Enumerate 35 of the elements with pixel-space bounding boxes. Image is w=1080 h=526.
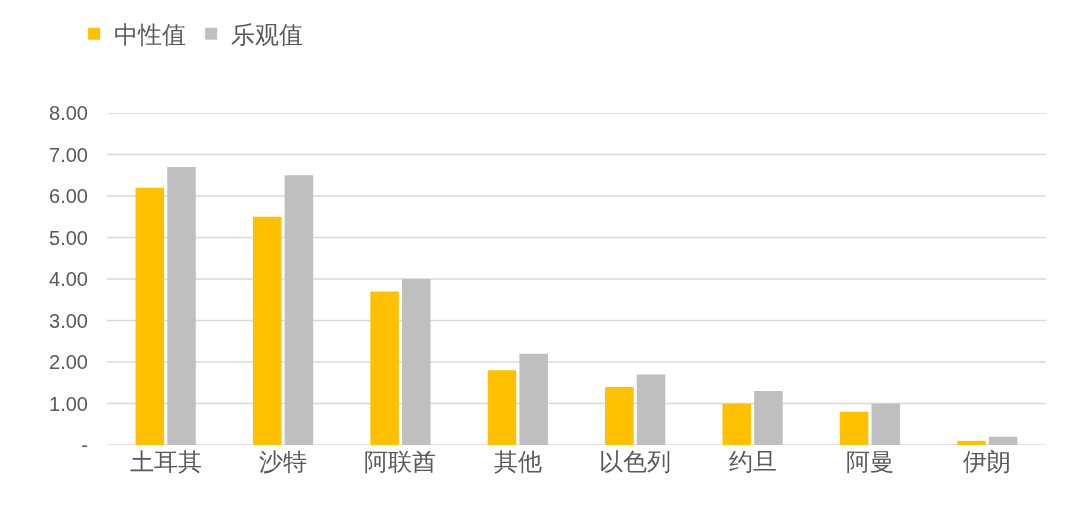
bar bbox=[135, 187, 165, 445]
bar bbox=[605, 386, 634, 445]
bar bbox=[722, 403, 751, 445]
bar bbox=[957, 440, 986, 445]
x-tick-label: 阿联酋 bbox=[364, 448, 437, 475]
legend-label: 中性值 bbox=[114, 21, 187, 49]
x-tick-label: 其他 bbox=[493, 448, 542, 475]
bar bbox=[284, 175, 314, 445]
y-tick-label: 7.00 bbox=[49, 143, 88, 166]
bar bbox=[871, 403, 901, 445]
y-tick-label: 1.00 bbox=[49, 392, 88, 415]
x-tick-label: 以色列 bbox=[599, 448, 672, 475]
y-tick-label: - bbox=[81, 434, 88, 456]
bar bbox=[167, 166, 196, 445]
x-tick-label: 伊朗 bbox=[963, 448, 1012, 475]
y-tick-label: 4.00 bbox=[49, 268, 88, 290]
x-tick-label: 约旦 bbox=[728, 448, 777, 475]
legend-label: 乐观值 bbox=[231, 21, 304, 49]
bar bbox=[252, 216, 282, 445]
bar bbox=[519, 353, 548, 445]
bar bbox=[487, 370, 517, 445]
bar bbox=[370, 291, 399, 445]
y-tick-label: 8.00 bbox=[49, 102, 88, 124]
y-tick-label: 2.00 bbox=[49, 351, 88, 373]
bar bbox=[988, 436, 1018, 445]
y-tick-label: 6.00 bbox=[49, 185, 88, 207]
x-tick-label: 土耳其 bbox=[129, 448, 202, 475]
bar bbox=[754, 391, 783, 445]
bar bbox=[636, 374, 666, 445]
bar bbox=[402, 279, 431, 445]
x-tick-label: 阿曼 bbox=[845, 448, 894, 475]
x-tick-label: 沙特 bbox=[259, 448, 308, 475]
y-tick-label: 5.00 bbox=[49, 226, 88, 249]
bar bbox=[839, 411, 869, 445]
y-tick-label: 3.00 bbox=[49, 309, 88, 332]
